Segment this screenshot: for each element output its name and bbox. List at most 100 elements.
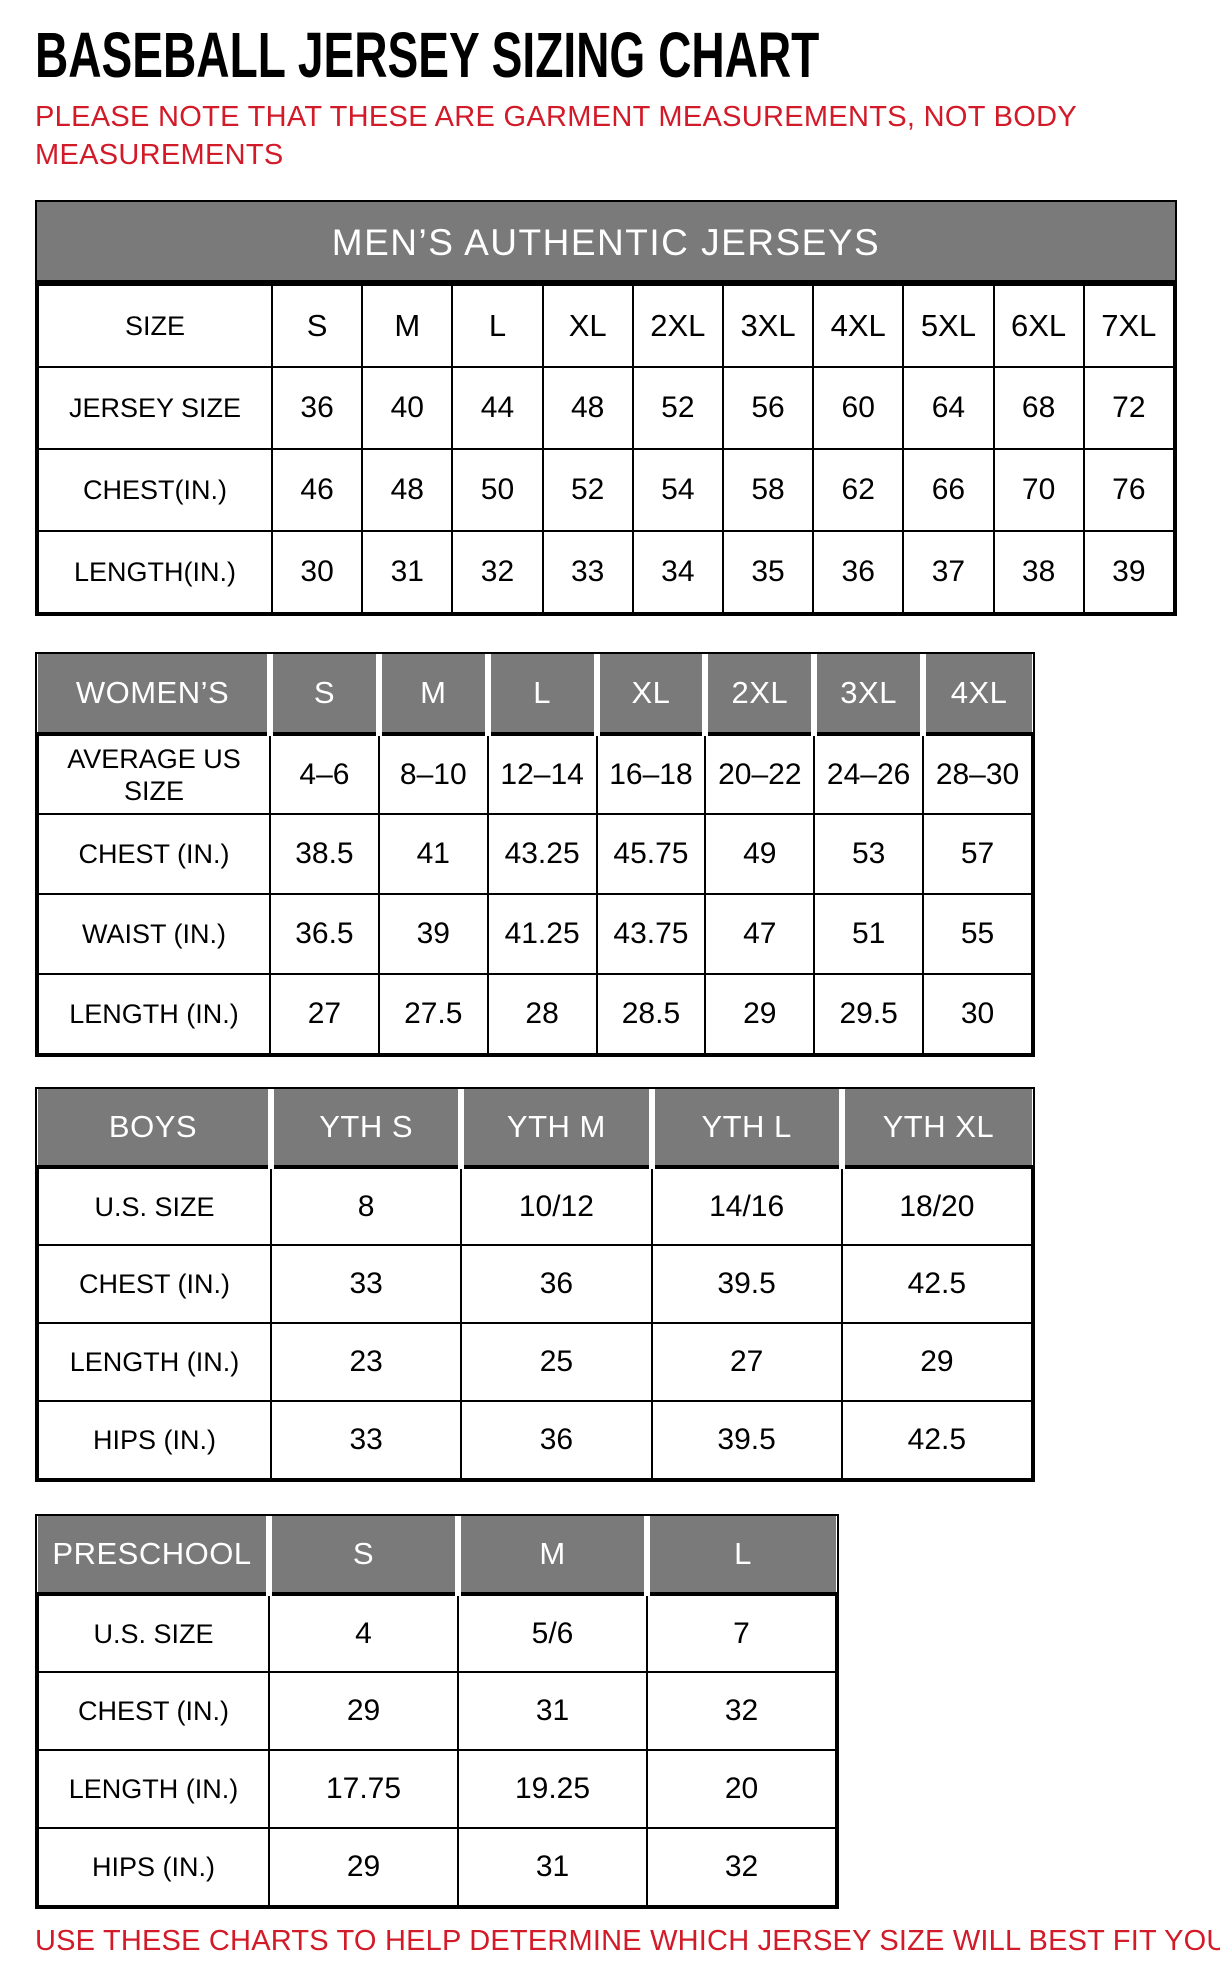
table-cell: 5/6 <box>457 1593 648 1673</box>
table-cell: 23 <box>269 1322 463 1402</box>
table-cell: 27 <box>650 1322 843 1402</box>
table-cell: 48 <box>361 448 454 532</box>
table-row-jersey-size: JERSEY SIZE 36 40 44 48 52 56 60 64 68 7… <box>37 366 1176 450</box>
table-cell: 29 <box>704 973 816 1055</box>
table-cell: M <box>361 284 454 368</box>
column-header: BOYS <box>38 1089 274 1169</box>
footer-note: USE THESE CHARTS TO HELP DETERMINE WHICH… <box>35 1925 1220 1957</box>
table-cell: 52 <box>541 448 634 532</box>
table-cell: 32 <box>646 1827 837 1907</box>
table-row-chest: CHEST (IN.) 33 36 39.5 42.5 <box>37 1244 1034 1324</box>
table-cell: 34 <box>631 530 724 614</box>
table-cell: 50 <box>451 448 544 532</box>
mens-size-grid: SIZE S M L XL 2XL 3XL 4XL 5XL 6XL 7XL JE… <box>37 284 1176 614</box>
table-cell: 10/12 <box>460 1166 653 1246</box>
table-cell: 58 <box>721 448 815 532</box>
row-label: U.S. SIZE <box>37 1593 270 1673</box>
table-cell: 7 <box>646 1593 837 1673</box>
table-row-chest: CHEST (IN.) 38.5 41 43.25 45.75 49 53 57 <box>37 813 1033 895</box>
column-header: YTH XL <box>841 1089 1032 1169</box>
table-cell: 45.75 <box>595 813 707 895</box>
table-cell: 29 <box>268 1827 459 1907</box>
table-cell: 31 <box>361 530 454 614</box>
table-cell: 43.75 <box>595 893 707 975</box>
table-cell: 5XL <box>902 284 995 368</box>
table-cell: 43.25 <box>486 813 598 895</box>
table-header-row: BOYS YTH S YTH M YTH L YTH XL <box>38 1089 1032 1169</box>
column-header: YTH M <box>461 1089 655 1169</box>
table-cell: 14/16 <box>650 1166 843 1246</box>
table-cell: 30 <box>270 530 364 614</box>
table-row-length: LENGTH (IN.) 23 25 27 29 <box>37 1322 1034 1402</box>
garment-note: PLEASE NOTE THAT THESE ARE GARMENT MEASU… <box>35 98 1220 174</box>
table-cell: 3XL <box>721 284 815 368</box>
table-cell: 20 <box>646 1749 837 1829</box>
table-header-row: WOMEN’S S M L XL 2XL 3XL 4XL <box>38 654 1032 736</box>
table-cell: 27 <box>269 973 380 1055</box>
column-header: S <box>270 654 382 736</box>
preschool-size-grid: PRESCHOOL S M L U.S. SIZE 4 5/6 7 CHEST … <box>37 1516 837 1907</box>
table-cell: 57 <box>922 813 1033 895</box>
table-cell: 72 <box>1082 366 1176 450</box>
column-header: YTH S <box>271 1089 465 1169</box>
table-cell: 51 <box>813 893 925 975</box>
column-header: 3XL <box>814 654 927 736</box>
table-cell: L <box>451 284 544 368</box>
table-row-chest: CHEST(IN.) 46 48 50 52 54 58 62 66 70 76 <box>37 448 1176 532</box>
table-cell: 4XL <box>812 284 905 368</box>
table-cell: 6XL <box>992 284 1085 368</box>
garment-note-line-2: MEASUREMENTS <box>35 139 284 171</box>
table-cell: 19.25 <box>457 1749 648 1829</box>
table-cell: 44 <box>451 366 544 450</box>
table-row-waist: WAIST (IN.) 36.5 39 41.25 43.75 47 51 55 <box>37 893 1033 975</box>
mens-table-banner: MEN’S AUTHENTIC JERSEYS <box>37 202 1175 284</box>
boys-sizing-table: BOYS YTH S YTH M YTH L YTH XL U.S. SIZE … <box>35 1087 1035 1482</box>
table-cell: 28 <box>486 973 598 1055</box>
table-cell: 29 <box>268 1671 459 1751</box>
table-cell: 2XL <box>631 284 724 368</box>
column-header: L <box>647 1516 836 1596</box>
column-header: L <box>487 654 600 736</box>
table-cell: 42.5 <box>840 1400 1034 1480</box>
table-cell: 29 <box>840 1322 1034 1402</box>
table-cell: 8 <box>269 1166 463 1246</box>
table-cell: 40 <box>361 366 454 450</box>
row-label: U.S. SIZE <box>37 1166 272 1246</box>
table-cell: S <box>270 284 364 368</box>
table-cell: 35 <box>721 530 815 614</box>
table-cell: 36.5 <box>269 893 380 975</box>
table-cell: 53 <box>813 813 925 895</box>
row-label: JERSEY SIZE <box>37 366 273 450</box>
table-cell: 60 <box>812 366 905 450</box>
table-cell: 29.5 <box>813 973 925 1055</box>
table-cell: 25 <box>460 1322 653 1402</box>
table-cell: 38 <box>992 530 1085 614</box>
column-header: S <box>269 1516 461 1596</box>
table-cell: 31 <box>457 1827 648 1907</box>
mens-sizing-table: MEN’S AUTHENTIC JERSEYS SIZE S M L XL 2X… <box>35 200 1177 616</box>
column-header: M <box>458 1516 650 1596</box>
table-cell: 7XL <box>1082 284 1176 368</box>
column-header: WOMEN’S <box>38 654 273 736</box>
table-row-length: LENGTH(IN.) 30 31 32 33 34 35 36 37 38 3… <box>37 530 1176 614</box>
table-cell: 68 <box>992 366 1085 450</box>
column-header: XL <box>596 654 709 736</box>
table-cell: 33 <box>269 1400 463 1480</box>
table-cell: 28.5 <box>595 973 707 1055</box>
table-cell: 48 <box>541 366 634 450</box>
table-cell: 32 <box>451 530 544 614</box>
table-cell: 27.5 <box>377 973 489 1055</box>
table-cell: 39.5 <box>650 1244 843 1324</box>
table-cell: 31 <box>457 1671 648 1751</box>
row-label: AVERAGE US SIZE <box>37 733 271 815</box>
table-row-size: SIZE S M L XL 2XL 3XL 4XL 5XL 6XL 7XL <box>37 284 1176 368</box>
table-cell: 39 <box>1082 530 1176 614</box>
table-cell: 52 <box>631 366 724 450</box>
column-header: M <box>378 654 491 736</box>
table-cell: 62 <box>812 448 905 532</box>
row-label: CHEST(IN.) <box>37 448 273 532</box>
table-cell: 16–18 <box>595 733 707 815</box>
column-header: 4XL <box>923 654 1032 736</box>
table-cell: 41.25 <box>486 893 598 975</box>
